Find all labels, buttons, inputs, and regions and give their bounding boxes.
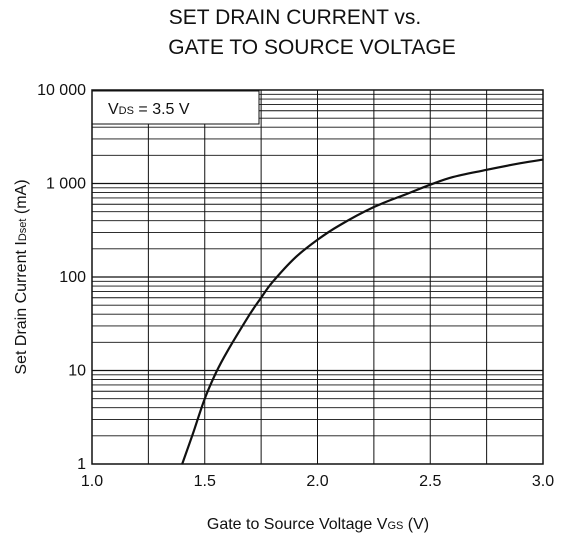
y-axis-label-unit: (mA): [13, 179, 30, 218]
data-point: [316, 239, 319, 241]
data-point: [429, 184, 431, 186]
y-tick-label: 100: [59, 269, 86, 286]
data-point: [192, 431, 195, 433]
y-tick-label: 10: [68, 363, 86, 380]
y-tick-labels: 1 10 100 1 000 10 000: [37, 82, 86, 473]
series-line: [181, 158, 544, 465]
data-point: [215, 372, 217, 374]
annotation-subscript: DS: [119, 105, 134, 117]
data-point: [226, 350, 228, 352]
x-tick-labels: 1.0 1.5 2.0 2.5 3.0: [81, 473, 554, 490]
data-point: [260, 297, 262, 299]
chart-title-line-2: GATE TO SOURCE VOLTAGE: [168, 36, 455, 59]
data-point: [519, 162, 522, 164]
x-axis-label: Gate to Source Voltage VGS (V): [207, 516, 429, 533]
data-point: [373, 206, 375, 208]
chart-title-line-1: SET DRAIN CURRENT vs.: [169, 6, 421, 29]
data-point: [486, 169, 488, 171]
vds-annotation: VDS = 3.5 V: [108, 101, 190, 118]
x-axis-label-unit: (V): [403, 516, 429, 533]
data-point: [271, 281, 273, 283]
x-tick-label: 1.5: [194, 473, 216, 490]
data-point: [249, 313, 251, 315]
data-point: [294, 257, 296, 259]
x-tick-label: 1.0: [81, 473, 103, 490]
data-point: [204, 398, 206, 400]
annotation-symbol: V: [108, 101, 119, 118]
x-tick-label: 2.0: [306, 473, 328, 490]
y-tick-label: 10 000: [37, 82, 86, 99]
y-axis-label-subscript: Dset: [17, 219, 29, 242]
x-tick-label: 2.5: [419, 473, 441, 490]
y-axis-label-main: Set Drain Current I: [13, 241, 30, 374]
data-point: [452, 176, 454, 178]
data-point: [339, 224, 341, 226]
series-curve-group: [181, 158, 544, 465]
x-axis-label-main: Gate to Source Voltage V: [207, 516, 388, 533]
y-axis-label: Set Drain Current IDset (mA): [13, 179, 30, 374]
x-axis-label-subscript: GS: [387, 520, 403, 532]
x-tick-label: 3.0: [532, 473, 554, 490]
plot-grid: [92, 90, 543, 464]
y-tick-label: 1 000: [46, 176, 86, 193]
plot-frame: [91, 89, 544, 465]
annotation-value: = 3.5 V: [134, 101, 190, 118]
y-tick-label: 1: [77, 456, 86, 473]
data-point: [407, 193, 409, 195]
